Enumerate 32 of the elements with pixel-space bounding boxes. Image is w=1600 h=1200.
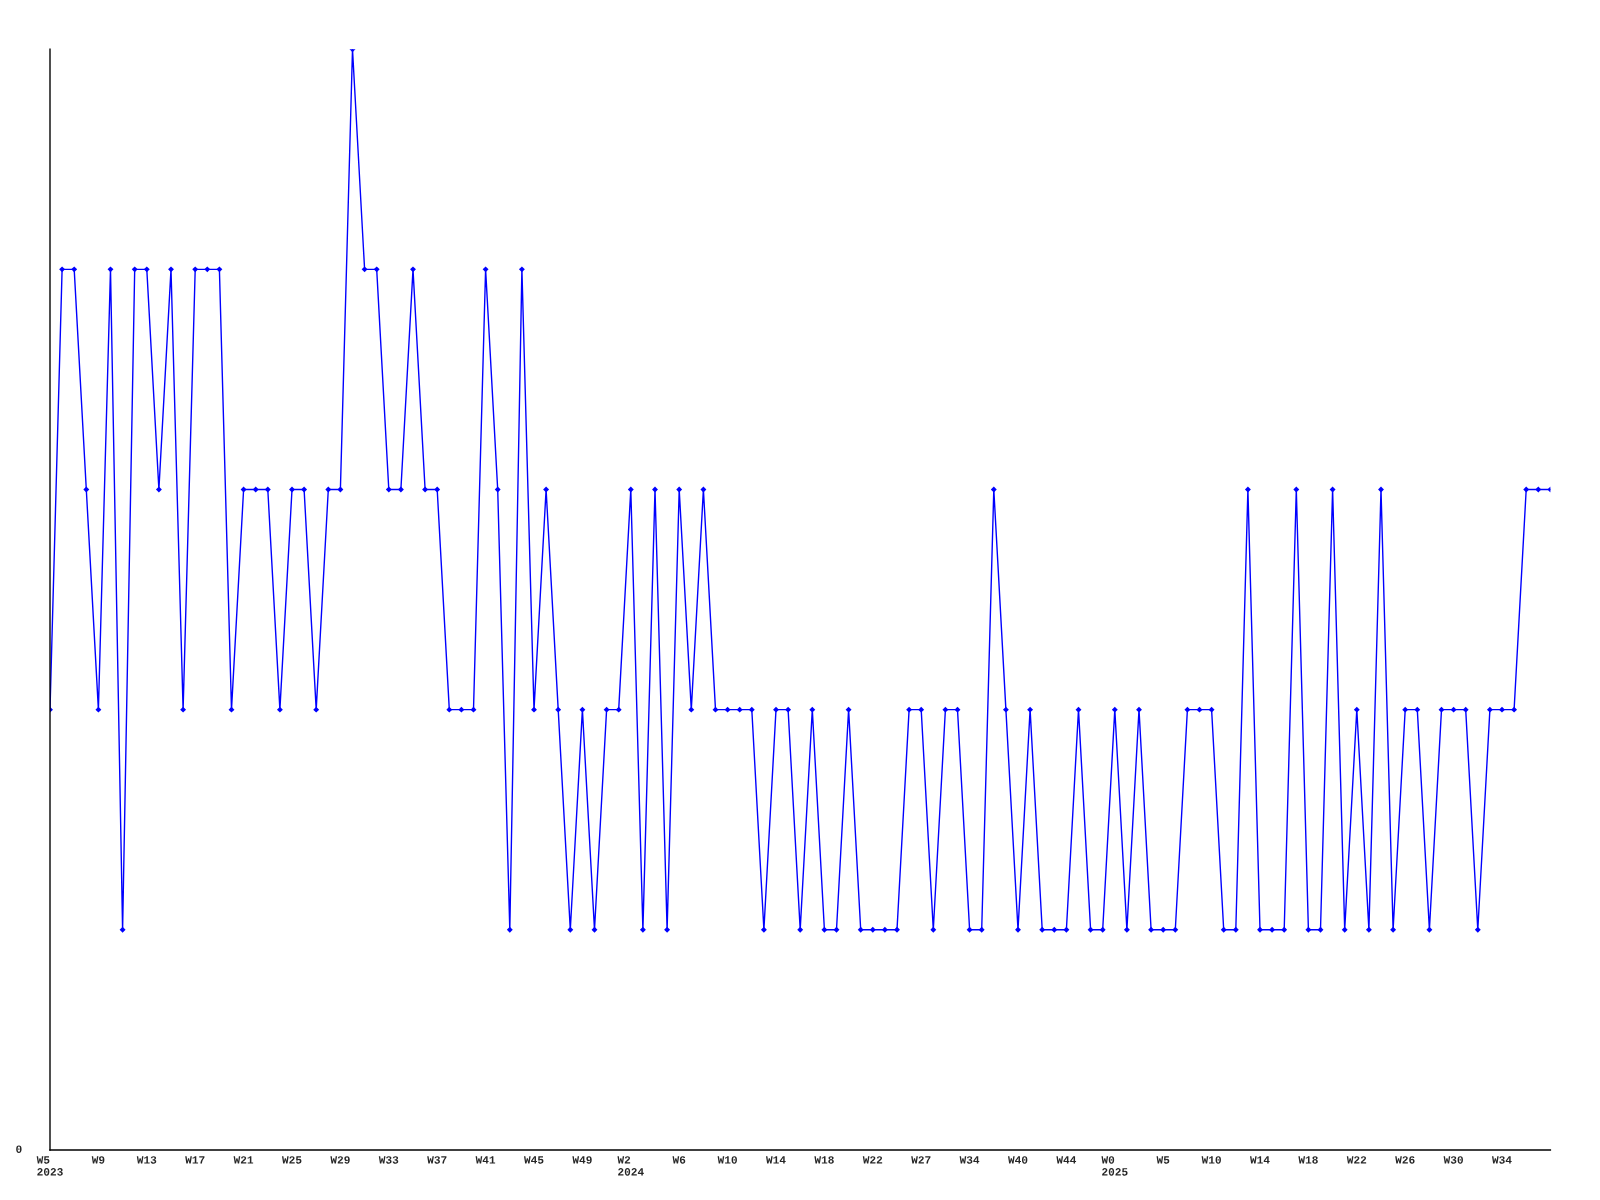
- x-tick-label: W40: [1008, 1156, 1028, 1164]
- x-tick-label: W29: [330, 1156, 350, 1164]
- x-tick-label: W27: [911, 1156, 931, 1164]
- x-tick-label: W33: [378, 1156, 399, 1164]
- x-tick-label: W9: [91, 1156, 105, 1164]
- x-tick-label: W21: [233, 1156, 254, 1164]
- x-tick-label: W18: [814, 1156, 834, 1164]
- x-tick-label: W13: [136, 1156, 157, 1164]
- text: 0: [16, 1145, 22, 1153]
- x-tick-label: W44: [1056, 1156, 1077, 1164]
- x-tick-label: W22: [862, 1156, 883, 1164]
- x-tick-label: W10: [1201, 1156, 1221, 1164]
- x-tick-label: W25: [282, 1156, 302, 1164]
- x-tick-label: W5: [1156, 1156, 1170, 1164]
- x-tick-label: W45: [524, 1156, 544, 1164]
- x-tick-label: W2 2024: [617, 1156, 644, 1176]
- x-tick-label: W49: [572, 1156, 592, 1164]
- x-tick-label: W5 2023: [36, 1156, 63, 1176]
- x-tick-label: W17: [185, 1156, 205, 1164]
- x-tick-label: W18: [1298, 1156, 1318, 1164]
- x-tick-label: W26: [1395, 1156, 1415, 1164]
- x-tick-label: W30: [1443, 1156, 1463, 1164]
- x-tick-label: W14: [1250, 1156, 1270, 1164]
- x-tick-label: W34: [959, 1156, 980, 1164]
- x-tick-label: W37: [427, 1156, 447, 1164]
- x-tick-label: W22: [1346, 1156, 1367, 1164]
- x-tick-label: W0 2025: [1101, 1156, 1128, 1176]
- x-tick-label: W14: [766, 1156, 786, 1164]
- x-tick-label: W34: [1492, 1156, 1512, 1164]
- x-tick-label: W10: [717, 1156, 737, 1164]
- x-tick-label: W6: [672, 1156, 686, 1164]
- x-tick-label: W41: [475, 1156, 496, 1164]
